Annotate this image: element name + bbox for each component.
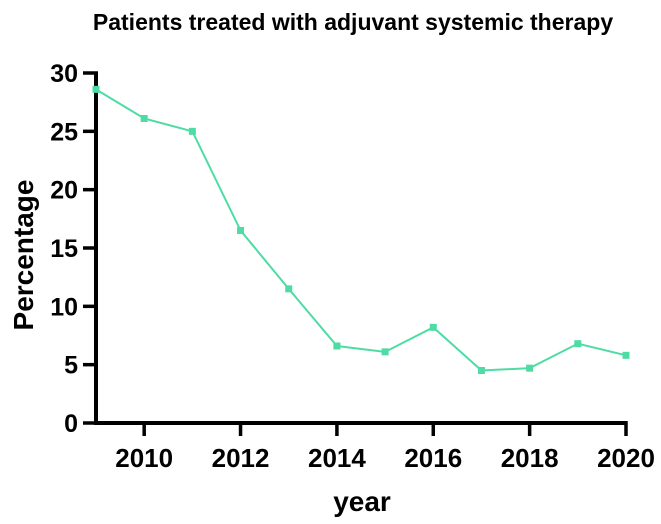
axes: 0 5 10 15 20 25 30 2010 2012 2014 2016 2018 2020 [50, 60, 655, 473]
y-tick-label: 10 [50, 293, 78, 321]
y-tick-label: 30 [50, 60, 78, 88]
y-tick-label: 20 [50, 177, 78, 205]
data-point-marker [381, 348, 389, 356]
y-tick-label: 0 [64, 410, 78, 438]
data-point-marker [477, 367, 485, 374]
data-point-marker [140, 115, 148, 122]
x-tick-label: 2020 [597, 443, 655, 473]
data-point-marker [526, 364, 534, 372]
x-tick-label: 2016 [404, 443, 462, 473]
x-tick-label: 2010 [115, 443, 173, 473]
data-point-marker [333, 342, 341, 350]
data-point-marker [92, 85, 100, 93]
x-tick-label: 2018 [501, 443, 559, 473]
chart-title: Patients treated with adjuvant systemic … [93, 9, 613, 35]
data-series [92, 85, 630, 374]
x-axis-title: year [333, 486, 391, 517]
x-tick-label: 2014 [308, 443, 366, 473]
y-tick-label: 15 [50, 235, 78, 263]
x-tick-label: 2012 [212, 443, 270, 473]
data-point-marker [622, 351, 630, 359]
data-point-marker [285, 285, 293, 293]
series-line [95, 88, 627, 372]
y-axis-title: Percentage [8, 180, 39, 331]
data-point-marker [188, 127, 196, 135]
data-point-marker [237, 227, 245, 234]
y-tick-label: 25 [50, 118, 78, 146]
y-tick-label: 5 [64, 352, 78, 380]
data-point-marker [429, 323, 437, 331]
data-point-marker [574, 340, 582, 348]
